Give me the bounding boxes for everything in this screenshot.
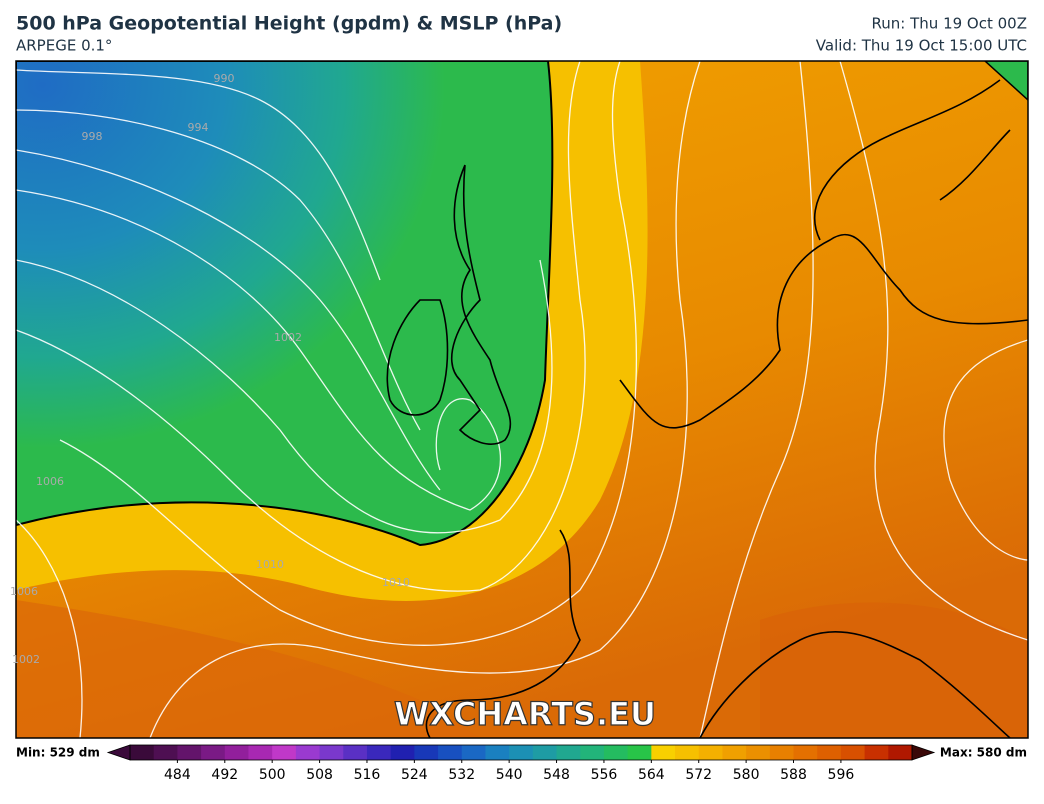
valid-time: Valid: Thu 19 Oct 15:00 UTC [816, 37, 1027, 55]
colorbar-segment [509, 745, 534, 760]
contour-label: 1002 [274, 331, 302, 344]
colorbar-tick-label: 516 [354, 767, 381, 783]
colorbar-segment [201, 745, 226, 760]
colorbar-segment [414, 745, 439, 760]
colorbar-segment [224, 745, 249, 760]
colorbar-min: Min: 529 dm [16, 746, 100, 760]
colorbar-frame [129, 744, 913, 761]
run-time: Run: Thu 19 Oct 00Z [872, 15, 1027, 33]
colorbar-segment [177, 745, 202, 760]
colorbar-segment [485, 745, 510, 760]
contour-label: 1010 [256, 558, 284, 571]
colorbar-segment [461, 745, 486, 760]
contour-label: 1006 [10, 585, 38, 598]
field-dark [16, 600, 480, 738]
colorbar-max: Max: 580 dm [940, 746, 1027, 760]
colorbar-tick-label: 596 [828, 767, 855, 783]
subtitle: ARPEGE 0.1° [16, 37, 112, 55]
colorbar: 484 492 500 508 516 524 532 540 548 556 564 572 580 5… [106, 744, 936, 783]
colorbar-segment [272, 745, 297, 760]
coastlines [386, 79, 1028, 738]
colorbar-tick-label: 588 [780, 767, 807, 783]
contour-label: 1006 [36, 475, 64, 488]
colorbar-tick-label: 548 [543, 767, 570, 783]
colorbar-segment [769, 745, 795, 760]
colorbar-tick-label: 524 [401, 767, 428, 783]
colorbar-segment [793, 745, 818, 760]
colorbar-tick-label: 508 [306, 767, 333, 783]
colorbar-segment [153, 745, 178, 760]
colorbar-segment [698, 745, 723, 760]
colorbar-segment [248, 745, 273, 760]
watermark: WXCHARTS.EU [394, 695, 656, 733]
colorbar-tick-label: 556 [591, 767, 618, 783]
field-yellow [16, 61, 648, 601]
colorbar-extend [911, 744, 936, 761]
colorbar-segment [580, 745, 605, 760]
colorbar-segment [556, 745, 581, 760]
map-frame [15, 60, 1029, 739]
colorbar-extend [106, 744, 131, 761]
colorbar-segment [343, 745, 368, 760]
colorbar-tick-label: 500 [259, 767, 286, 783]
colorbar-segment [366, 745, 392, 760]
colorbar-segment [840, 745, 866, 760]
colorbar-segment [130, 745, 155, 760]
colorbar-segment [532, 745, 558, 760]
colorbar-tick-label: 532 [448, 767, 475, 783]
colorbar-tick-label: 540 [496, 767, 523, 783]
colorbar-segment [675, 745, 700, 760]
colorbar-segment [603, 745, 629, 760]
colorbar-segment [746, 745, 771, 760]
colorbar-tick-label: 572 [685, 767, 712, 783]
colorbar-segment [627, 745, 652, 760]
contour-label: 990 [214, 72, 235, 85]
colorbar-tick-label: 564 [638, 767, 665, 783]
field-dark [760, 602, 1028, 738]
map-field [16, 61, 1028, 738]
colorbar-tick-label: 484 [164, 767, 191, 783]
colorbar-segment [888, 745, 913, 760]
contour-label: 998 [82, 130, 103, 143]
contour-label: 994 [188, 121, 209, 134]
colorbar-segment [390, 745, 415, 760]
contour-label-group: 990 994 998 1002 1006 1010 1010 1006 100… [10, 72, 410, 666]
colorbar-segment [651, 745, 676, 760]
colorbar-segment [438, 745, 463, 760]
colorbar-segment [319, 745, 344, 760]
isobars [16, 61, 1028, 738]
colorbar-tick-label: 492 [211, 767, 238, 783]
field-green [16, 61, 554, 547]
colorbar-tick-label: 580 [733, 767, 760, 783]
colorbar-segment [722, 745, 747, 760]
title: 500 hPa Geopotential Height (gpdm) & MSL… [16, 13, 562, 35]
colorbar-segment [817, 745, 842, 760]
field-green [983, 61, 1028, 102]
contour-label: 1010 [382, 576, 410, 589]
contour-label: 1002 [12, 653, 40, 666]
colorbar-segment [864, 745, 889, 760]
colorbar-segment [295, 745, 321, 760]
